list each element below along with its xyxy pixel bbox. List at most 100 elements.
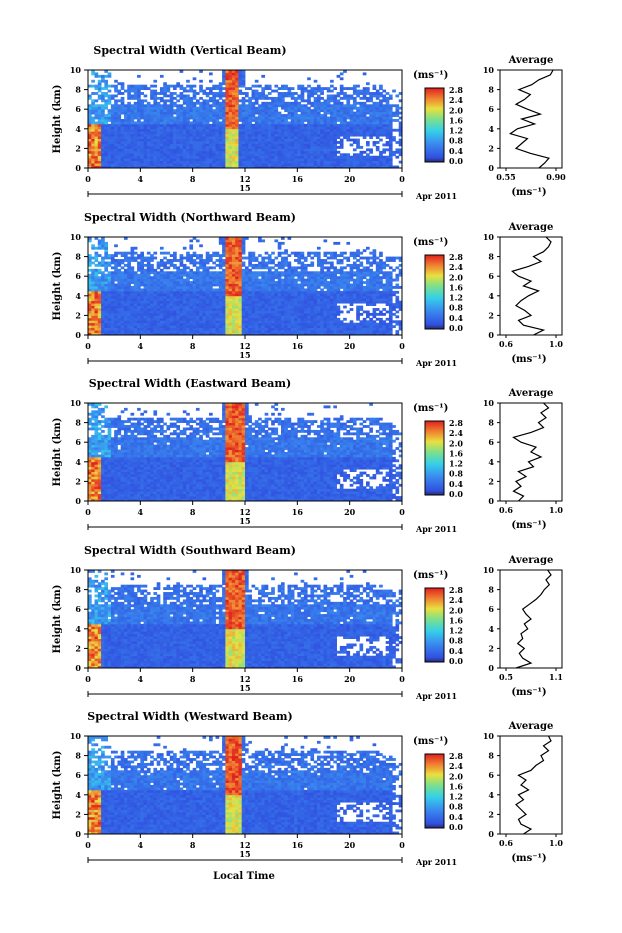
heatmap-cell xyxy=(127,153,131,156)
heatmap-cell xyxy=(369,109,373,112)
heatmap-cell xyxy=(274,131,278,134)
heatmap-cell xyxy=(232,151,236,154)
heatmap-cell xyxy=(199,271,203,274)
heatmap-cell xyxy=(196,269,200,272)
heatmap-cell xyxy=(265,87,269,90)
heatmap-cell xyxy=(353,99,357,102)
heatmap-cell xyxy=(255,153,259,156)
heatmap-cell xyxy=(147,318,151,321)
heatmap-cell xyxy=(98,114,102,117)
heatmap-cell xyxy=(209,107,213,110)
heatmap-cell xyxy=(353,134,357,137)
colorbar-tick-label: 1.2 xyxy=(449,126,463,136)
heatmap-cell xyxy=(392,114,396,117)
heatmap-cell xyxy=(206,293,210,296)
heatmap-cell xyxy=(157,306,161,309)
heatmap-cell xyxy=(225,124,229,127)
heatmap-cell xyxy=(369,156,373,159)
heatmap-cell xyxy=(121,104,125,107)
heatmap-cell xyxy=(346,97,350,100)
heatmap-cell xyxy=(350,134,354,137)
heatmap-cell xyxy=(317,146,321,149)
heatmap-cell xyxy=(88,291,92,294)
heatmap-cell xyxy=(127,328,131,331)
heatmap-cell xyxy=(150,269,154,272)
heatmap-cell xyxy=(232,254,236,257)
heatmap-cell xyxy=(281,144,285,147)
heatmap-cell xyxy=(137,257,141,260)
heatmap-cell xyxy=(134,252,138,255)
heatmap-cell xyxy=(274,146,278,149)
heatmap-cell xyxy=(101,298,105,301)
heatmap-cell xyxy=(245,104,249,107)
heatmap-cell xyxy=(193,330,197,333)
heatmap-cell xyxy=(216,131,220,134)
heatmap-cell xyxy=(271,104,275,107)
heatmap-cell xyxy=(284,85,288,88)
heatmap-cell xyxy=(163,286,167,289)
heatmap-cell xyxy=(163,301,167,304)
heatmap-cell xyxy=(180,257,184,260)
heatmap-cell xyxy=(288,281,292,284)
heatmap-cell xyxy=(248,301,252,304)
heatmap-cell xyxy=(252,97,256,100)
heatmap-cell xyxy=(222,298,226,301)
heatmap-cell xyxy=(258,129,262,132)
heatmap-cell xyxy=(294,161,298,164)
heatmap-cell xyxy=(288,315,292,318)
heatmap-cell xyxy=(242,121,246,124)
heatmap-cell xyxy=(121,126,125,129)
heatmap-cell xyxy=(373,144,377,147)
heatmap-cell xyxy=(255,298,259,301)
heatmap-cell xyxy=(153,291,157,294)
heatmap-cell xyxy=(238,156,242,159)
heatmap-cell xyxy=(395,95,399,98)
heatmap-cell xyxy=(104,311,108,314)
heatmap-cell xyxy=(157,136,161,139)
heatmap-cell xyxy=(157,293,161,296)
heatmap-cell xyxy=(140,301,144,304)
heatmap-cell xyxy=(189,126,193,129)
heatmap-cell xyxy=(104,139,108,142)
heatmap-cell xyxy=(104,242,108,245)
heatmap-cell xyxy=(111,163,115,166)
heatmap-cell xyxy=(95,146,99,149)
heatmap-cell xyxy=(104,318,108,321)
heatmap-cell xyxy=(117,121,121,124)
heatmap-cell xyxy=(170,139,174,142)
heatmap-cell xyxy=(222,95,226,98)
heatmap-cell xyxy=(144,330,148,333)
heatmap-cell xyxy=(131,311,135,314)
heatmap-cell xyxy=(281,97,285,100)
heatmap-cell xyxy=(235,315,239,318)
heatmap-cell xyxy=(274,129,278,132)
heatmap-cell xyxy=(265,320,269,323)
heatmap-cell xyxy=(124,320,128,323)
heatmap-cell xyxy=(219,271,223,274)
heatmap-cell xyxy=(199,279,203,282)
heatmap-cell xyxy=(189,153,193,156)
heatmap-cell xyxy=(353,129,357,132)
heatmap-cell xyxy=(121,274,125,277)
heatmap-cell xyxy=(91,244,95,247)
heatmap-cell xyxy=(176,163,180,166)
heatmap-cell xyxy=(91,274,95,277)
heatmap-cell xyxy=(229,242,233,245)
heatmap-cell xyxy=(114,328,118,331)
heatmap-cell xyxy=(258,134,262,137)
heatmap-cell xyxy=(163,92,167,95)
heatmap-cell xyxy=(225,144,229,147)
heatmap-cell xyxy=(382,99,386,102)
heatmap-cell xyxy=(170,99,174,102)
heatmap-cell xyxy=(209,158,213,161)
heatmap-cell xyxy=(111,144,115,147)
heatmap-cell xyxy=(216,156,220,159)
heatmap-cell xyxy=(363,121,367,124)
heatmap-cell xyxy=(248,134,252,137)
heatmap-cell xyxy=(150,144,154,147)
heatmap-cell xyxy=(278,161,282,164)
heatmap-cell xyxy=(111,313,115,316)
heatmap-cell xyxy=(183,315,187,318)
heatmap-cell xyxy=(121,92,125,95)
heatmap-cell xyxy=(297,109,301,112)
